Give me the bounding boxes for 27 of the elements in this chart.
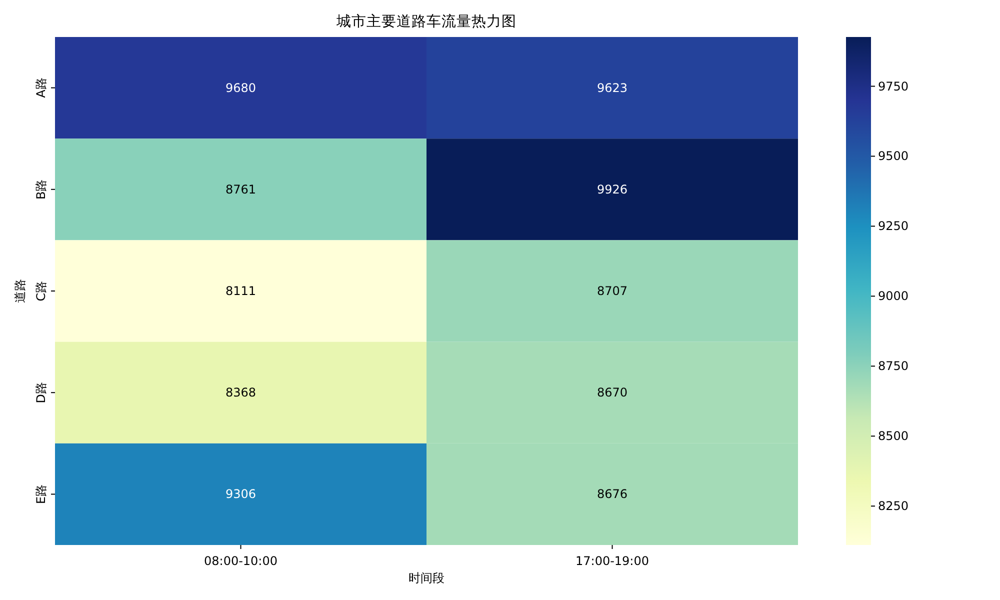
color-bar-label: 9000 — [878, 289, 909, 304]
y-tick-label: A路 — [34, 78, 48, 98]
x-tick-label: 17:00-19:00 — [576, 554, 649, 568]
x-tick-label: 08:00-10:00 — [204, 554, 278, 568]
chart-title: 城市主要道路车流量热力图 — [336, 13, 516, 30]
data-label: 8761 — [225, 182, 256, 196]
y-tick-label: D路 — [34, 382, 48, 404]
data-label: 8670 — [596, 386, 628, 400]
color-bar-label: 9500 — [878, 149, 909, 164]
color-bar-label: 8250 — [878, 499, 909, 514]
x-axis-title: 时间段 — [408, 571, 444, 585]
data-label: 8368 — [225, 386, 256, 400]
data-label: 8707 — [596, 284, 628, 298]
data-label: 8111 — [225, 284, 256, 298]
data-label: 9680 — [225, 80, 256, 95]
data-label: 9926 — [596, 182, 628, 196]
color-bar-label: 9750 — [878, 79, 909, 94]
color-bar-label: 8500 — [878, 429, 909, 444]
y-tick-label: B路 — [34, 179, 48, 200]
data-label: 9623 — [596, 80, 628, 95]
data-label: 9306 — [225, 487, 256, 502]
color-bar-label: 9250 — [878, 219, 909, 234]
y-tick-label: E路 — [34, 484, 48, 504]
data-label: 8676 — [596, 487, 628, 502]
y-tick-label: C路 — [34, 280, 48, 302]
y-axis-title: 道路 — [13, 279, 27, 303]
color-bar-label: 8750 — [878, 359, 909, 374]
